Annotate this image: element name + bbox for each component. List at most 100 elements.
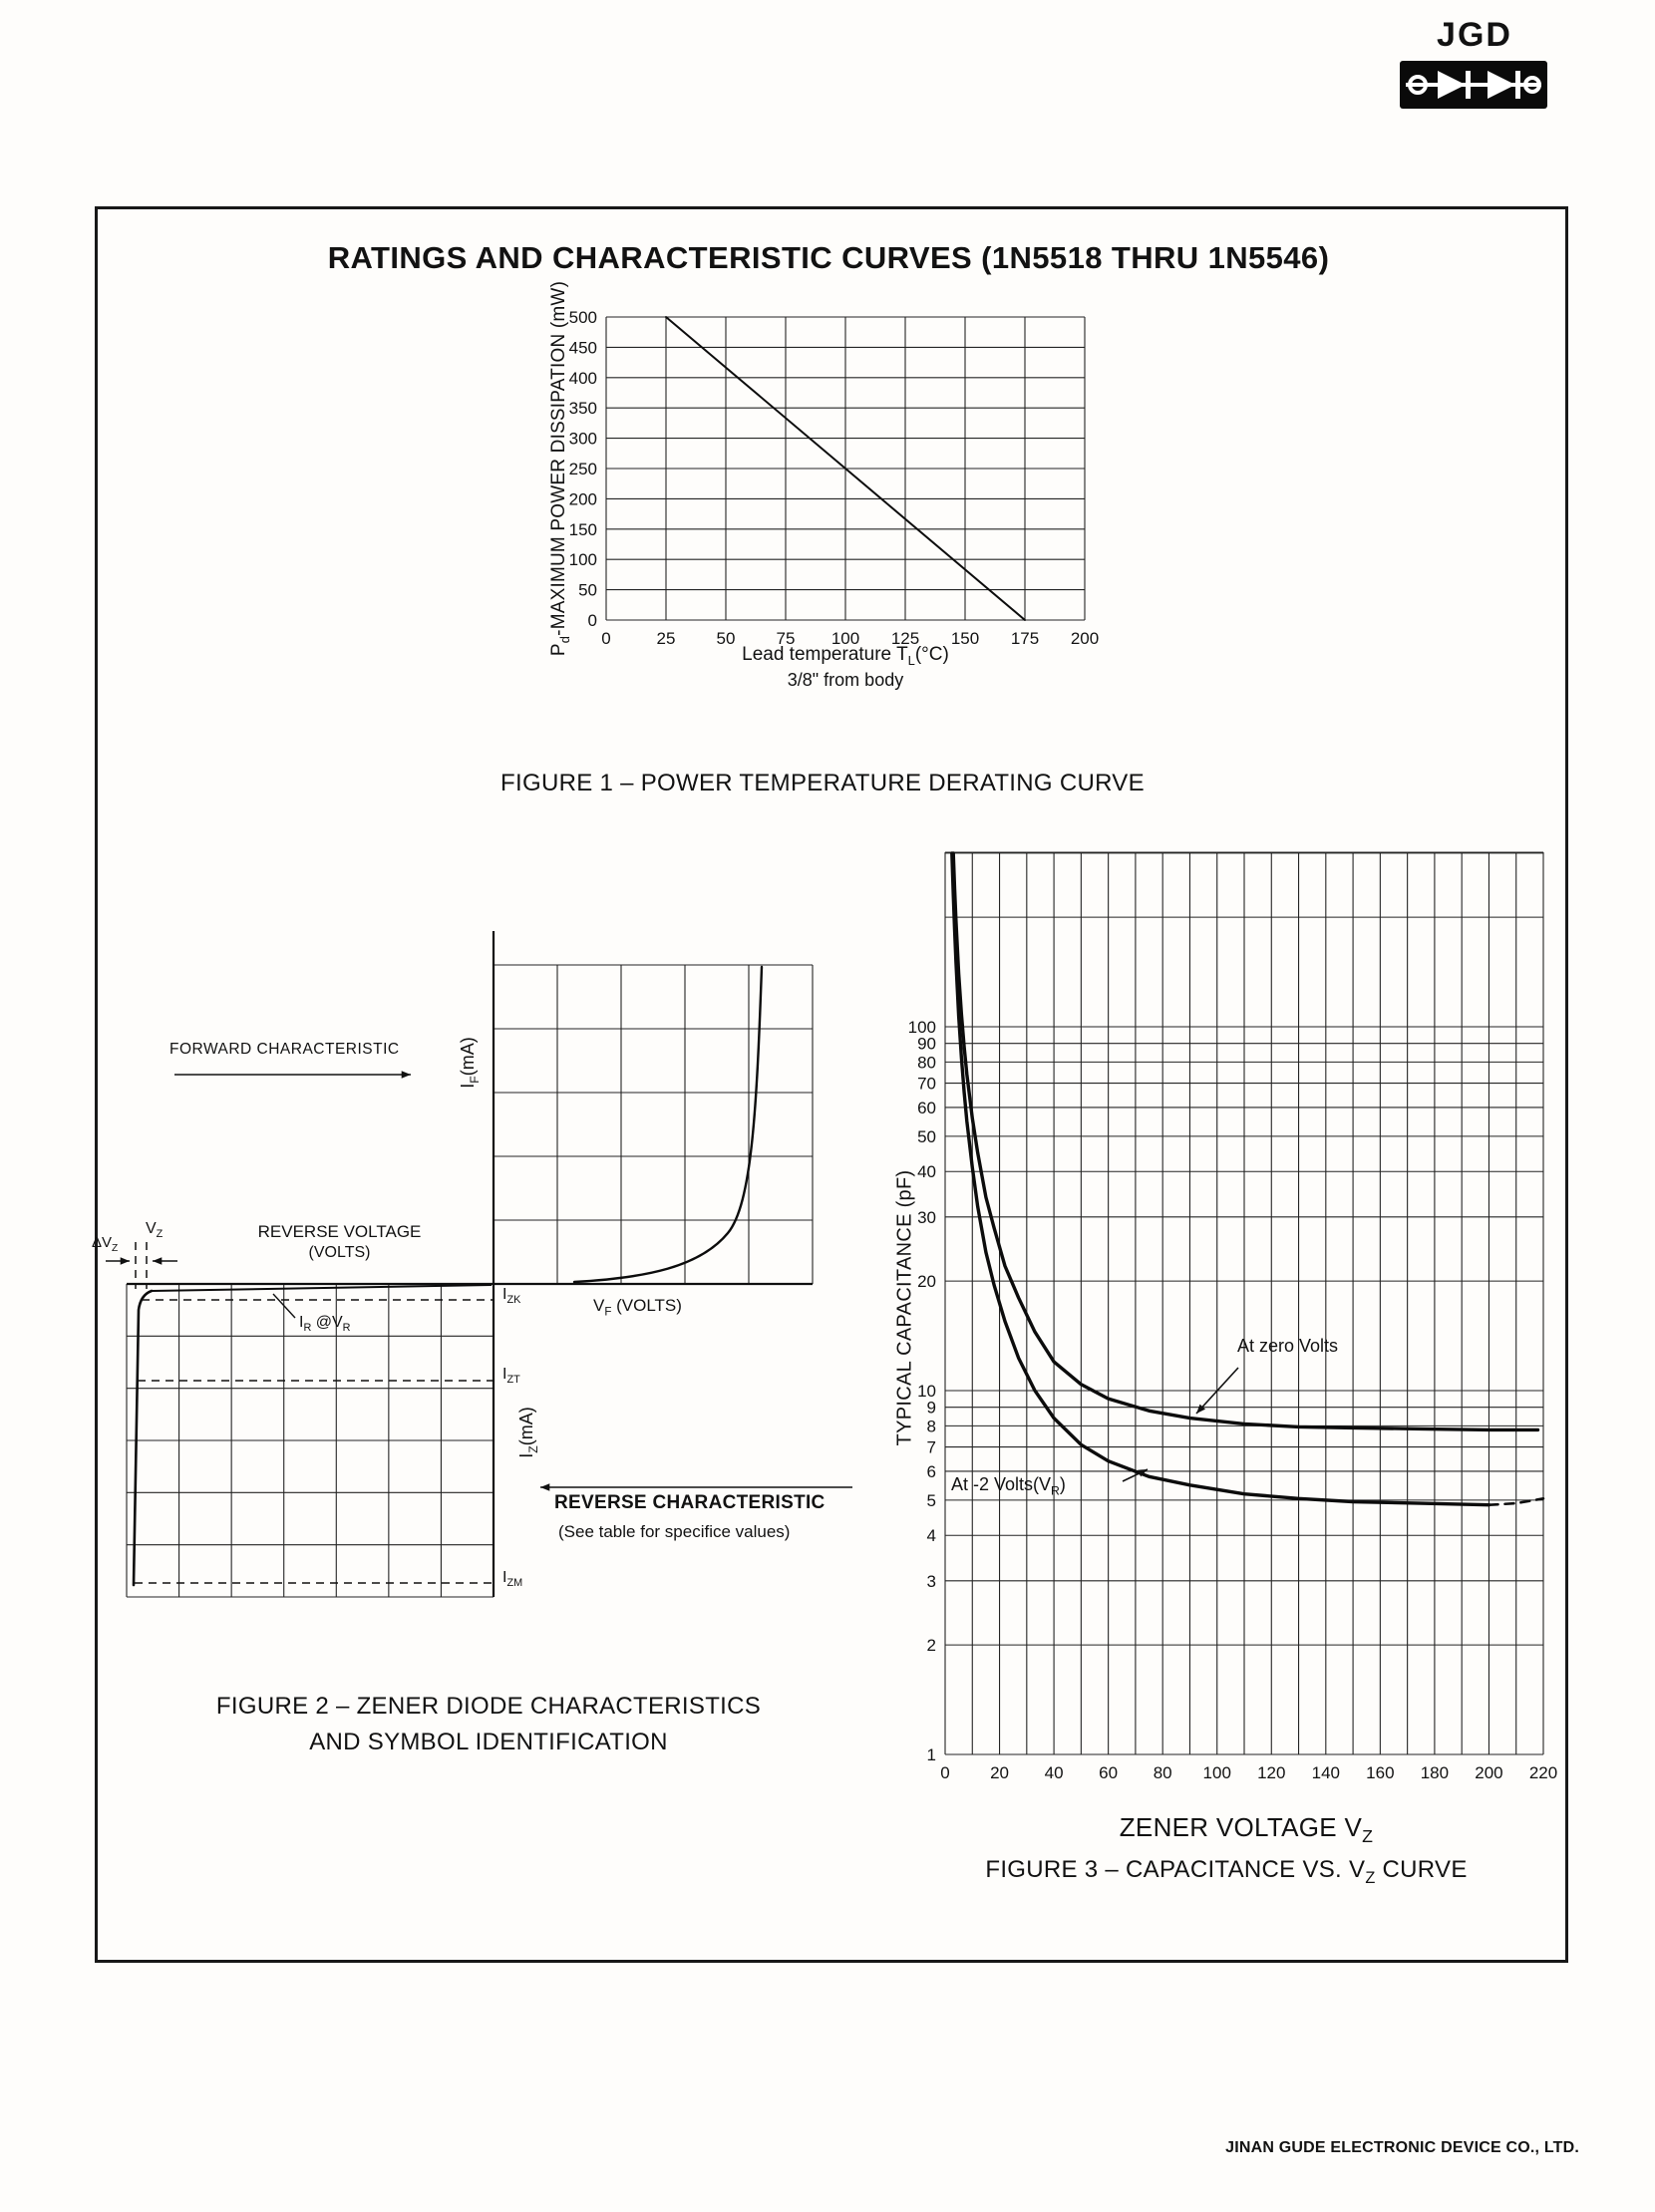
label-text: I <box>299 1314 304 1331</box>
svg-text:50: 50 <box>717 629 736 648</box>
axis-label-text: (mA) <box>458 1037 479 1077</box>
caption-text: FIGURE 3 – CAPACITANCE VS. V <box>985 1856 1366 1883</box>
axis-label-sub: L <box>907 652 915 668</box>
svg-text:200: 200 <box>1071 629 1099 648</box>
svg-text:8: 8 <box>927 1417 936 1435</box>
svg-text:70: 70 <box>917 1075 936 1094</box>
svg-text:7: 7 <box>927 1438 936 1457</box>
svg-text:50: 50 <box>917 1127 936 1146</box>
svg-text:1: 1 <box>927 1745 936 1764</box>
if-axis-label: IF(mA) <box>458 1037 482 1089</box>
figure2-canvas <box>106 931 852 1598</box>
svg-text:3: 3 <box>927 1572 936 1591</box>
svg-text:180: 180 <box>1421 1763 1449 1782</box>
label-sub: R <box>1051 1483 1060 1498</box>
svg-text:450: 450 <box>569 338 597 357</box>
svg-text:200: 200 <box>569 489 597 508</box>
figure3-caption: FIGURE 3 – CAPACITANCE VS. VZ CURVE <box>947 1856 1505 1888</box>
svg-text:120: 120 <box>1257 1763 1285 1782</box>
label-sub: ZT <box>506 1374 520 1387</box>
svg-text:100: 100 <box>831 629 859 648</box>
svg-text:0: 0 <box>940 1763 949 1782</box>
label-text: I <box>502 1366 507 1383</box>
svg-text:60: 60 <box>1099 1763 1118 1782</box>
annotation-at-minus-2-volts: At -2 Volts(VR) <box>951 1474 1066 1498</box>
izt-label: IZT <box>502 1366 520 1386</box>
label-sub: Z <box>112 1243 119 1254</box>
figure1-canvas: 0 25 50 75 100 125 150 175 200 0 50 100 150 200 250 300… <box>569 308 1100 648</box>
label-sub: Z <box>156 1228 164 1241</box>
logo-diode-mark <box>1400 61 1547 109</box>
label-text: ) <box>1059 1474 1066 1494</box>
svg-text:400: 400 <box>569 369 597 388</box>
axis-label-text: I <box>516 1452 537 1458</box>
axis-label-text: (mA) <box>516 1407 537 1446</box>
svg-text:4: 4 <box>927 1526 936 1545</box>
label-sub: ZK <box>506 1294 521 1307</box>
axis-label-text: -MAXIMUM POWER DISSIPATION (mW) <box>548 280 570 636</box>
axis-label-text: I <box>458 1083 479 1089</box>
axis-label-text: Lead temperature T <box>742 644 908 665</box>
figure2-caption-line2: AND SYMBOL IDENTIFICATION <box>309 1729 668 1755</box>
reverse-voltage-line1: REVERSE VOLTAGE <box>257 1222 422 1241</box>
svg-text:20: 20 <box>917 1272 936 1291</box>
svg-text:200: 200 <box>1475 1763 1502 1782</box>
svg-text:6: 6 <box>927 1462 936 1481</box>
label-text: ΔV <box>92 1234 113 1251</box>
axis-label-text: V <box>593 1296 605 1315</box>
vz-label: VZ <box>146 1220 163 1240</box>
label-text: At -2 Volts(V <box>951 1474 1052 1494</box>
svg-text:500: 500 <box>569 308 597 327</box>
svg-text:50: 50 <box>578 581 597 600</box>
page-title: RATINGS AND CHARACTERISTIC CURVES (1N551… <box>327 240 1330 275</box>
logo-text: JGD <box>1437 16 1512 54</box>
label-text: I <box>502 1286 507 1303</box>
reverse-characteristic-note: (See table for specifice values) <box>558 1522 791 1541</box>
x-axis-label-line1: Lead temperature TL(°C) <box>606 644 1085 668</box>
reverse-voltage-line2: (VOLTS) <box>308 1244 371 1261</box>
x-axis-label-line2: 3/8" from body <box>787 669 904 690</box>
svg-text:125: 125 <box>891 629 919 648</box>
label-text: @V <box>311 1314 343 1331</box>
svg-text:150: 150 <box>569 520 597 539</box>
content-frame <box>95 206 1568 1963</box>
reverse-characteristic-label: REVERSE CHARACTERISTIC <box>554 1492 826 1513</box>
svg-text:220: 220 <box>1529 1763 1557 1782</box>
svg-text:75: 75 <box>777 629 796 648</box>
svg-text:100: 100 <box>908 1018 936 1037</box>
forward-characteristic-label: FORWARD CHARACTERISTIC <box>169 1041 400 1058</box>
svg-text:350: 350 <box>569 399 597 418</box>
caption-text: CURVE <box>1375 1856 1468 1883</box>
svg-text:40: 40 <box>917 1162 936 1181</box>
svg-text:30: 30 <box>917 1208 936 1227</box>
svg-text:60: 60 <box>917 1099 936 1117</box>
company-footer: JINAN GUDE ELECTRONIC DEVICE CO., LTD. <box>1225 2139 1579 2156</box>
svg-text:175: 175 <box>1011 629 1039 648</box>
label-sub: R <box>342 1322 351 1335</box>
figure1-y-axis-label: Pd-MAXIMUM POWER DISSIPATION (mW) <box>548 281 572 656</box>
svg-text:100: 100 <box>1203 1763 1231 1782</box>
axis-label-text: (VOLTS) <box>611 1296 682 1315</box>
axis-label-text: P <box>548 643 570 657</box>
delta-vz-label: ΔVZ <box>92 1234 118 1254</box>
svg-text:9: 9 <box>927 1399 936 1418</box>
axis-label-sub: Z <box>525 1445 540 1453</box>
svg-text:0: 0 <box>588 611 597 630</box>
label-sub: R <box>303 1322 312 1335</box>
figure2-caption-line1: FIGURE 2 – ZENER DIODE CHARACTERISTICS <box>215 1693 762 1720</box>
svg-text:160: 160 <box>1366 1763 1394 1782</box>
svg-text:90: 90 <box>917 1035 936 1054</box>
axis-label-text: ZENER VOLTAGE V <box>1119 1812 1363 1842</box>
iz-axis-label: IZ(mA) <box>516 1407 540 1458</box>
svg-text:150: 150 <box>951 629 979 648</box>
axis-label-sub: F <box>604 1306 612 1319</box>
svg-text:300: 300 <box>569 430 597 449</box>
svg-text:20: 20 <box>990 1763 1009 1782</box>
axis-label-sub: Z <box>1362 1826 1374 1847</box>
izm-label: IZM <box>502 1569 522 1589</box>
svg-text:0: 0 <box>601 629 610 648</box>
izk-label: IZK <box>502 1286 520 1306</box>
ir-at-vr-label: IR @VR <box>299 1314 351 1334</box>
svg-text:40: 40 <box>1045 1763 1064 1782</box>
